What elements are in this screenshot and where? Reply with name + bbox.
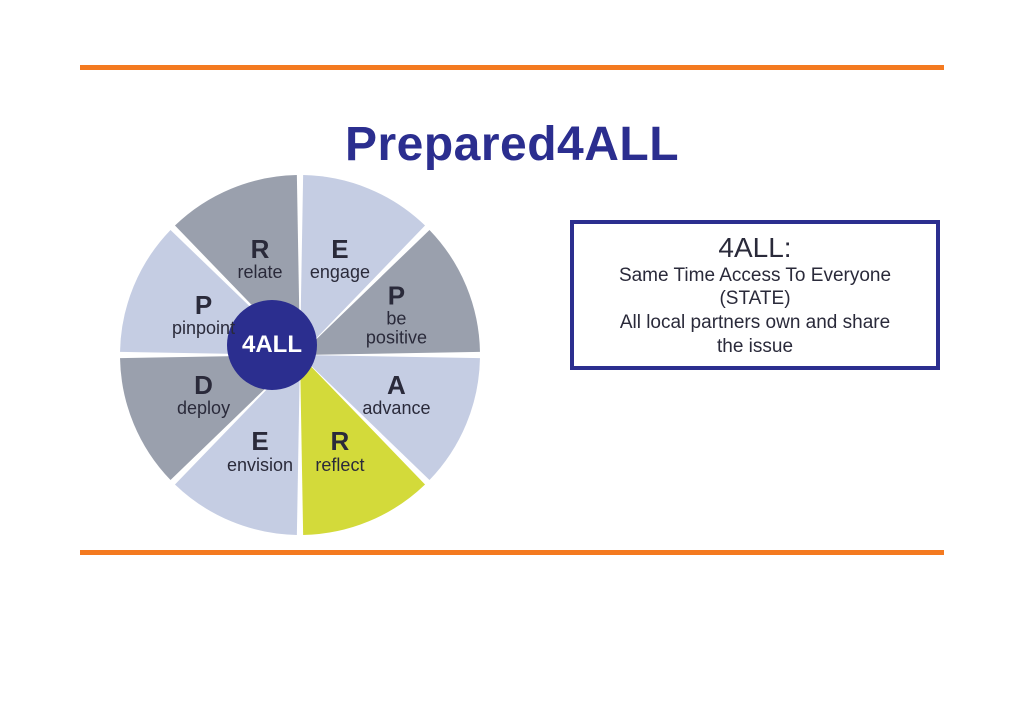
wheel-hub: 4ALL — [227, 300, 317, 390]
callout-box: 4ALL: Same Time Access To Everyone(STATE… — [570, 220, 940, 370]
callout-title: 4ALL: — [588, 232, 922, 264]
pie-wheel: 4ALL EengagePbe positiveAadvanceRreflect… — [120, 175, 480, 535]
page-title: Prepared4ALL — [0, 117, 1024, 172]
wheel-container: 4ALL EengagePbe positiveAadvanceRreflect… — [120, 175, 480, 535]
top-rule — [80, 65, 944, 70]
callout-body: Same Time Access To Everyone(STATE)All l… — [588, 264, 922, 359]
bottom-rule — [80, 550, 944, 555]
wheel-hub-label: 4ALL — [242, 331, 302, 359]
callout-line: All local partners own and share — [588, 311, 922, 335]
callout-line: the issue — [588, 335, 922, 359]
callout-line: (STATE) — [588, 287, 922, 311]
callout-line: Same Time Access To Everyone — [588, 264, 922, 288]
